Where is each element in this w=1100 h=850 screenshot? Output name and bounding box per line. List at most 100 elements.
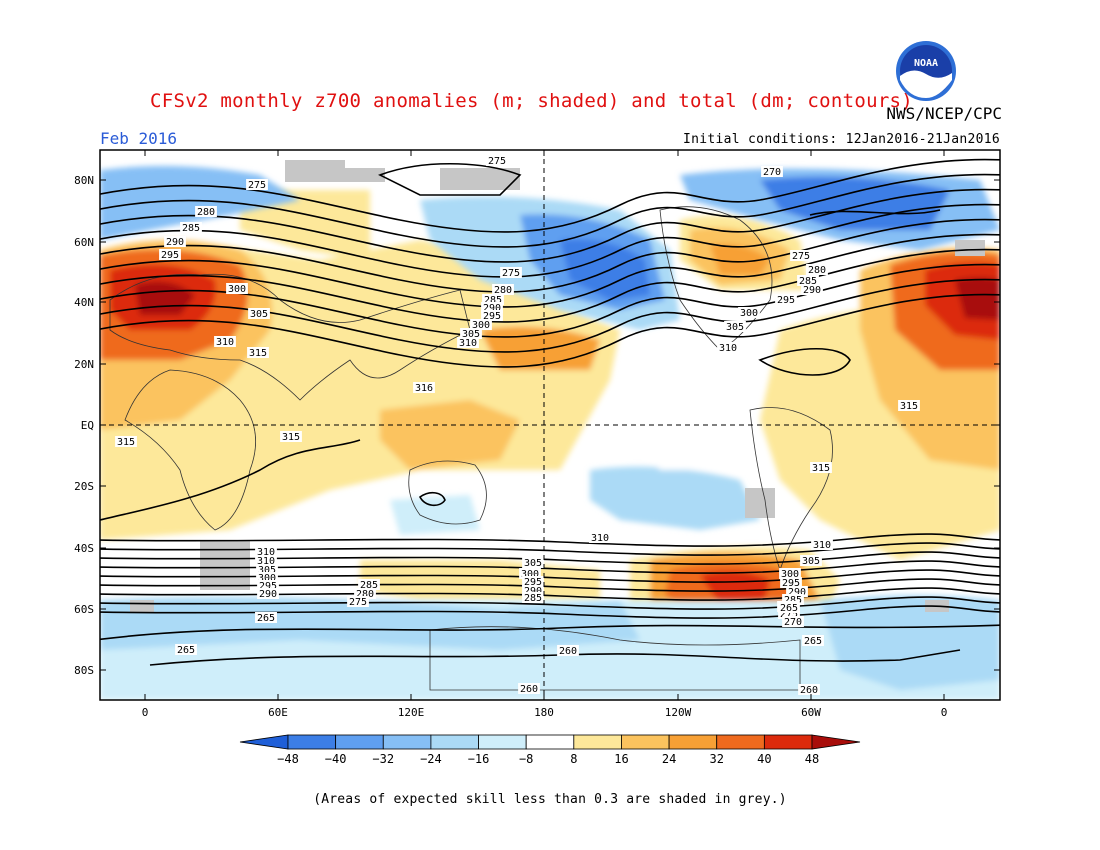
latitude-axis: 80N 60N 40N 20N EQ 20S 40S 60S 80S: [74, 174, 1000, 677]
forecast-month: Feb 2016: [100, 129, 178, 148]
contour-label-bg: [790, 250, 812, 261]
contour-label: 305: [524, 558, 542, 569]
contour-label: 290: [788, 587, 806, 598]
contour-label-bg: [214, 336, 236, 347]
contour-label-bg: [457, 337, 479, 348]
contour-label: 295: [483, 311, 501, 322]
contour-label-bg: [724, 321, 746, 332]
contour-label-bg: [782, 616, 804, 627]
contour-label: 300: [521, 569, 539, 580]
contour-label-bg: [522, 557, 544, 568]
contour-label: 310: [216, 337, 234, 348]
contour-label: 305: [726, 322, 744, 333]
contour-label-bg: [256, 564, 278, 575]
contour-label: 260: [800, 685, 818, 696]
contour-label: 295: [777, 295, 795, 306]
contour-label-bg: [492, 284, 514, 295]
contour-label: 315: [249, 348, 267, 359]
contour-label-bg: [470, 319, 492, 330]
lat-label: 80S: [74, 664, 94, 677]
colorbar-tick-label: −48: [277, 752, 299, 766]
contour-label: 315: [812, 463, 830, 474]
contour-label-bg: [518, 683, 540, 694]
contour-line: [100, 233, 1000, 308]
contour-label: 285: [799, 276, 817, 287]
lat-label: 60S: [74, 603, 94, 616]
contour-line: [100, 263, 1000, 338]
contour-label: 265: [257, 613, 275, 624]
contour-label-bg: [717, 342, 739, 353]
contour-label: 310: [719, 343, 737, 354]
contour-label-bg: [779, 568, 801, 579]
contour-line: [100, 218, 1000, 293]
contour-label-bg: [226, 283, 248, 294]
colorbar-swatch: [763, 734, 813, 750]
lat-label: 40N: [74, 296, 94, 309]
contour-label-bg: [255, 555, 277, 566]
contour-label: 310: [257, 556, 275, 567]
contour-label: 300: [258, 573, 276, 584]
colorbar-tick-label: −16: [468, 752, 490, 766]
contour-line: [418, 491, 446, 507]
contour-label: 316: [415, 383, 433, 394]
contour-label: 290: [259, 589, 277, 600]
contour-line: [100, 569, 1000, 583]
contour-label: 315: [117, 437, 135, 448]
lon-label: 120W: [665, 706, 692, 719]
colorbar-tick-label: −8: [519, 752, 533, 766]
contour-label: 280: [808, 265, 826, 276]
contour-label-bg: [798, 684, 820, 695]
contour-label: 285: [484, 295, 502, 306]
contour-label-bg: [255, 612, 277, 623]
logo-text: NOAA: [914, 58, 938, 69]
colorbar-low-arrow: [239, 734, 289, 750]
contour-label: 275: [248, 180, 266, 191]
contour-label: 310: [459, 338, 477, 349]
initial-conditions: Initial conditions: 12Jan2016-21Jan2016: [683, 132, 1000, 147]
contour-label: 260: [520, 684, 538, 695]
contour-line: [378, 163, 522, 196]
contour-label: 315: [900, 401, 918, 412]
contour-label-bg: [775, 294, 797, 305]
contour-label-bg: [801, 284, 823, 295]
lon-label: 0: [142, 706, 149, 719]
lat-label: 80N: [74, 174, 94, 187]
contour-label: 295: [782, 578, 800, 589]
contour-label-bg: [778, 602, 800, 613]
lon-label: 0: [941, 706, 948, 719]
contour-label: 270: [763, 167, 781, 178]
contour-label-bg: [802, 635, 824, 646]
contour-label: 275: [780, 609, 798, 620]
contour-label-bg: [786, 586, 808, 597]
contour-label-bg: [522, 592, 544, 603]
contour-layer: [100, 158, 1000, 666]
lon-label: 180: [534, 706, 554, 719]
contour-label: 260: [559, 646, 577, 657]
colorbar-tick-label: 8: [570, 752, 577, 766]
contour-label-bg: [811, 539, 833, 550]
contour-label-bg: [347, 596, 369, 607]
contour-label: 300: [228, 284, 246, 295]
contour-label: 305: [462, 329, 480, 340]
skill-footnote: (Areas of expected skill less than 0.3 a…: [313, 792, 787, 807]
contour-label-bg: [354, 588, 376, 599]
contour-label: 265: [804, 636, 822, 647]
contour-line: [100, 624, 1000, 641]
colorbar-tick-label: 24: [662, 752, 676, 766]
contour-label: 280: [356, 589, 374, 600]
contour-label: 290: [483, 303, 501, 314]
lon-label: 120E: [398, 706, 425, 719]
colorbar-swatch: [716, 734, 765, 750]
contour-label-bg: [164, 236, 186, 247]
contour-line: [100, 605, 1000, 619]
lon-label: 60W: [801, 706, 821, 719]
contour-label: 275: [488, 156, 506, 167]
contour-label-bg: [180, 222, 202, 233]
contour-label-bg: [413, 382, 435, 393]
contour-label: 285: [784, 595, 802, 606]
contour-label-bg: [247, 347, 269, 358]
contour-label: 270: [784, 617, 802, 628]
contour-line: [100, 188, 1000, 263]
contour-label: 305: [250, 309, 268, 320]
